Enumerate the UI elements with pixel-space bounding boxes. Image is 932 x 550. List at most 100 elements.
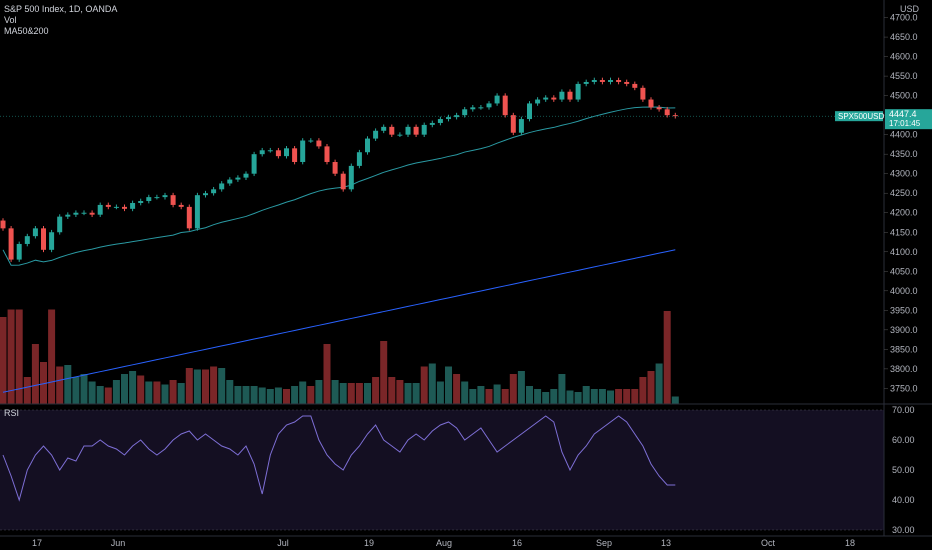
candle-body xyxy=(259,150,265,155)
candle-body xyxy=(324,146,330,162)
countdown-text: 17:01:45 xyxy=(889,119,921,128)
candle-body xyxy=(267,150,273,152)
candle-body xyxy=(397,134,403,136)
volume-bar xyxy=(88,381,96,404)
candle-body xyxy=(348,165,354,190)
volume-bar xyxy=(558,374,566,404)
candle-body xyxy=(494,95,500,104)
ma50-line xyxy=(2,106,676,266)
volume-bar xyxy=(461,381,469,404)
ma-legend: MA50&200 xyxy=(4,26,49,36)
volume-bar xyxy=(615,389,623,404)
candle-body xyxy=(235,177,241,180)
volume-bar xyxy=(56,366,64,404)
candle-body xyxy=(8,228,14,260)
candle-body xyxy=(41,228,46,250)
candle-body xyxy=(81,212,87,214)
volume-bar xyxy=(339,383,347,404)
price-tick-label: 4500.0 xyxy=(890,91,918,101)
price-tick-label: 3800.0 xyxy=(890,364,918,374)
ma200-path xyxy=(2,249,676,393)
candle-body xyxy=(640,87,646,100)
last-price-badge xyxy=(885,109,932,130)
candle-body xyxy=(437,119,443,123)
candle-body xyxy=(527,103,532,120)
candle-body xyxy=(89,212,95,215)
volume-bar xyxy=(517,371,525,404)
volume-bar xyxy=(7,309,15,404)
candle-body xyxy=(486,103,492,108)
time-tick-label: 16 xyxy=(512,538,522,548)
volume-bar xyxy=(96,386,104,404)
candle-body xyxy=(340,173,346,190)
legend: S&P 500 Index, 1D, OANDA Vol MA50&200 xyxy=(4,4,117,37)
volume-bar xyxy=(477,386,485,404)
volume-bar xyxy=(112,380,120,404)
volume-bar xyxy=(185,368,193,404)
volume-bar xyxy=(274,387,282,404)
candle-body xyxy=(332,161,338,174)
volume-bar xyxy=(31,344,39,404)
candle-body xyxy=(251,154,257,174)
volume-bar xyxy=(104,387,112,404)
candle-body xyxy=(105,204,111,207)
candle-body xyxy=(664,109,670,116)
ma50-path xyxy=(2,106,676,266)
volume-bar xyxy=(526,386,533,404)
volume-bar xyxy=(493,384,501,404)
candle-body xyxy=(510,115,516,133)
candle-body xyxy=(551,97,557,100)
volume-bar xyxy=(258,387,266,404)
volume-bar xyxy=(193,369,201,404)
volume-bar xyxy=(226,380,234,404)
volume-legend: Vol xyxy=(4,15,17,25)
candle-body xyxy=(154,197,160,199)
price-tick-label: 4250.0 xyxy=(890,188,918,198)
candle-body xyxy=(203,193,208,196)
volume-bar xyxy=(412,383,420,404)
volume-bar xyxy=(453,374,461,404)
volume-bar xyxy=(266,389,274,404)
volume-bar xyxy=(631,389,639,404)
volume-bar xyxy=(436,381,444,404)
volume-bar xyxy=(129,371,137,404)
volume-bar xyxy=(380,341,388,404)
candle-body xyxy=(405,126,411,135)
candle-body xyxy=(65,214,71,217)
candle-body xyxy=(24,236,30,244)
price-axis: 3750.0 3800.0 3850.0 3900.0 3950.0 4000.0 4050… xyxy=(884,13,918,393)
price-tick-label: 4350.0 xyxy=(890,149,918,159)
price-tick-label: 4700.0 xyxy=(890,13,918,23)
candle-body xyxy=(632,83,638,88)
volume-bar xyxy=(299,381,307,404)
time-axis: 17 Jun Jul 19 Aug 16 Sep 13 Oct 18 xyxy=(32,538,855,548)
volume-bar xyxy=(80,374,88,404)
price-tick-label: 4000.0 xyxy=(890,286,918,296)
time-tick-label: Aug xyxy=(436,538,452,548)
volume-bar xyxy=(355,383,363,404)
candle-body xyxy=(16,243,22,260)
candle-body xyxy=(446,117,451,120)
candle-body xyxy=(559,91,565,100)
symbol-title: S&P 500 Index, 1D, OANDA xyxy=(4,4,118,14)
candle-body xyxy=(292,148,298,162)
rsi-axis: 30.00 40.00 50.00 60.00 70.00 xyxy=(892,405,915,535)
price-tick-label: 4050.0 xyxy=(890,266,918,276)
volume-bar xyxy=(153,381,161,404)
candle-body xyxy=(243,173,249,178)
volume-bar xyxy=(177,383,185,404)
candle-body xyxy=(365,138,370,153)
candle-body xyxy=(0,220,6,229)
volume-bar xyxy=(169,380,177,404)
volume-bar xyxy=(48,309,56,404)
rsi-grid xyxy=(0,409,884,531)
time-tick-label: 13 xyxy=(661,538,671,548)
rsi-line xyxy=(2,415,676,502)
volume-bar xyxy=(671,396,679,404)
volume-bar xyxy=(639,377,647,404)
price-tick-label: 4150.0 xyxy=(890,227,918,237)
rsi-tick-label: 50.00 xyxy=(892,465,915,475)
candle-body xyxy=(178,204,184,207)
volume-bar xyxy=(404,383,412,404)
